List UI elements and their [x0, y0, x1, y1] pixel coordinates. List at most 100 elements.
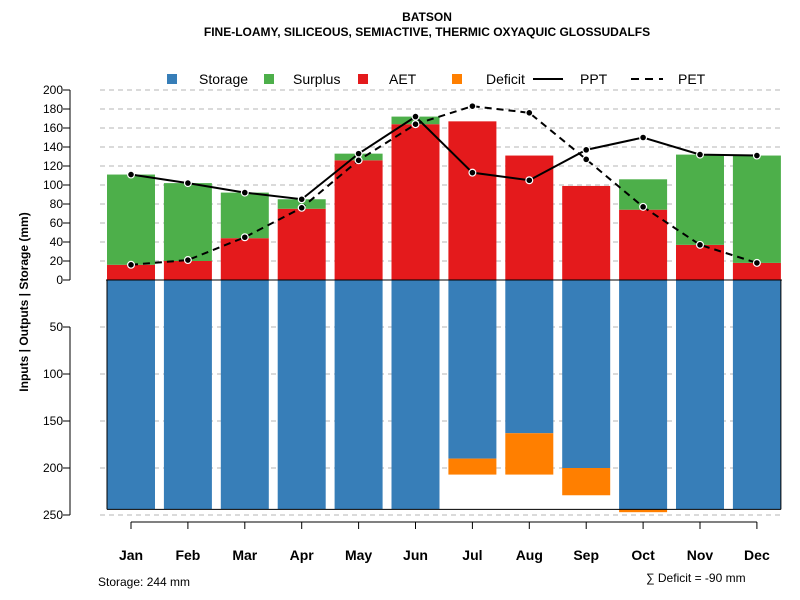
storage-bar-oct — [619, 280, 668, 510]
storage-bar-jan — [107, 280, 155, 510]
x-tick-label-oct: Oct — [631, 547, 655, 563]
aet-bar-feb — [163, 261, 212, 280]
y-tick-label-140: 140 — [43, 140, 63, 154]
y-tick-label-lower-100: 100 — [43, 367, 63, 381]
deficit-bar-aug — [505, 433, 554, 475]
ppt-point-aug — [525, 176, 534, 185]
legend-label-storage: Storage — [199, 71, 248, 87]
ppt-point-apr — [297, 195, 306, 204]
legend-label-deficit: Deficit — [486, 71, 525, 87]
ppt-point-jun — [411, 112, 420, 121]
legend-label-ppt: PPT — [580, 71, 608, 87]
storage-bar-dec — [732, 280, 781, 510]
y-tick-label-lower-150: 150 — [43, 414, 63, 428]
storage-bar-feb — [163, 280, 212, 510]
aet-bar-jan — [107, 264, 155, 280]
aet-bar-sep — [562, 185, 611, 280]
pet-point-feb — [183, 256, 192, 265]
y-tick-label-60: 60 — [50, 216, 64, 230]
aet-bar-dec — [732, 262, 781, 280]
x-tick-label-dec: Dec — [744, 547, 770, 563]
storage-bar-sep — [562, 280, 611, 468]
pet-line — [130, 105, 758, 266]
pet-point-jun — [411, 120, 420, 129]
y-tick-label-20: 20 — [50, 254, 64, 268]
y-tick-label-100: 100 — [43, 178, 63, 192]
aet-bar-mar — [220, 238, 269, 280]
deficit-bar-jul — [448, 458, 497, 475]
pet-point-may — [354, 156, 363, 165]
pet-point-mar — [240, 233, 249, 242]
ppt-point-feb — [183, 179, 192, 188]
y-tick-label-160: 160 — [43, 121, 63, 135]
pet-point-nov — [695, 240, 704, 249]
x-tick-label-jun: Jun — [403, 547, 428, 563]
ppt-point-mar — [240, 188, 249, 197]
lines-layer — [126, 102, 761, 269]
y-tick-label-80: 80 — [50, 197, 64, 211]
pet-point-oct — [639, 202, 648, 211]
chart-subtitle: FINE-LOAMY, SILICEOUS, SEMIACTIVE, THERM… — [204, 25, 650, 39]
ppt-line — [130, 115, 757, 201]
axes-layer: 0 20 40 60 80 100 120 140 160 180 200 50 100 150 200 25… — [43, 83, 782, 563]
x-tick-label-jul: Jul — [462, 547, 482, 563]
legend-label-aet: AET — [389, 71, 417, 87]
deficit-bar-sep — [562, 468, 611, 496]
aet-bar-jun — [391, 124, 440, 280]
x-tick-label-jan: Jan — [119, 547, 143, 563]
legend-label-surplus: Surplus — [293, 71, 340, 87]
y-tick-label-200: 200 — [43, 83, 63, 97]
ppt-point-nov — [695, 150, 704, 159]
ppt-point-jan — [126, 170, 135, 179]
pet-point-aug — [525, 108, 534, 117]
storage-bar-nov — [676, 280, 724, 510]
x-tick-label-sep: Sep — [573, 547, 599, 563]
legend-swatch-storage — [167, 74, 177, 84]
y-tick-label-0: 0 — [56, 273, 63, 287]
y-tick-label-lower-50: 50 — [50, 320, 64, 334]
storage-bar-apr — [277, 280, 326, 510]
aet-bar-oct — [619, 209, 668, 280]
aet-bar-apr — [277, 208, 326, 280]
aet-bar-may — [334, 160, 383, 280]
chart-title: BATSON — [402, 10, 452, 24]
surplus-bar-jan — [107, 174, 155, 265]
pet-point-jan — [126, 260, 135, 269]
legend: Storage Surplus AET Deficit PPT PET — [167, 71, 706, 87]
storage-bar-aug — [505, 280, 554, 434]
legend-swatch-aet — [358, 74, 368, 84]
y-tick-label-120: 120 — [43, 159, 63, 173]
y-tick-label-lower-250: 250 — [43, 508, 63, 522]
y-tick-label-180: 180 — [43, 102, 63, 116]
storage-bar-jun — [391, 280, 440, 510]
ppt-point-sep — [582, 145, 591, 154]
pet-point-sep — [582, 155, 591, 164]
pet-point-apr — [297, 203, 306, 212]
x-tick-label-aug: Aug — [516, 547, 543, 563]
surplus-bar-feb — [163, 183, 212, 261]
legend-swatch-surplus — [264, 74, 274, 84]
storage-bar-may — [334, 280, 383, 510]
ppt-point-jul — [468, 168, 477, 177]
storage-bar-mar — [220, 280, 269, 510]
pet-point-jul — [468, 102, 477, 111]
ppt-point-dec — [752, 151, 761, 160]
x-tick-label-apr: Apr — [290, 547, 315, 563]
x-tick-label-mar: Mar — [232, 547, 257, 563]
x-tick-label-may: May — [345, 547, 372, 563]
ppt-point-may — [354, 149, 363, 158]
y-axis-label: Inputs | Outputs | Storage (mm) — [17, 212, 31, 391]
y-tick-label-lower-200: 200 — [43, 461, 63, 475]
deficit-annotation: ∑ Deficit = -90 mm — [646, 571, 746, 585]
ppt-point-oct — [639, 133, 648, 142]
legend-label-pet: PET — [678, 71, 706, 87]
storage-annotation: Storage: 244 mm — [98, 575, 190, 589]
surplus-bar-mar — [220, 192, 269, 239]
surplus-bar-dec — [732, 155, 781, 263]
storage-bar-jul — [448, 280, 497, 459]
x-tick-label-feb: Feb — [175, 547, 200, 563]
surplus-bar-nov — [676, 154, 724, 245]
bars-layer — [107, 116, 781, 513]
aet-bar-aug — [505, 155, 554, 280]
